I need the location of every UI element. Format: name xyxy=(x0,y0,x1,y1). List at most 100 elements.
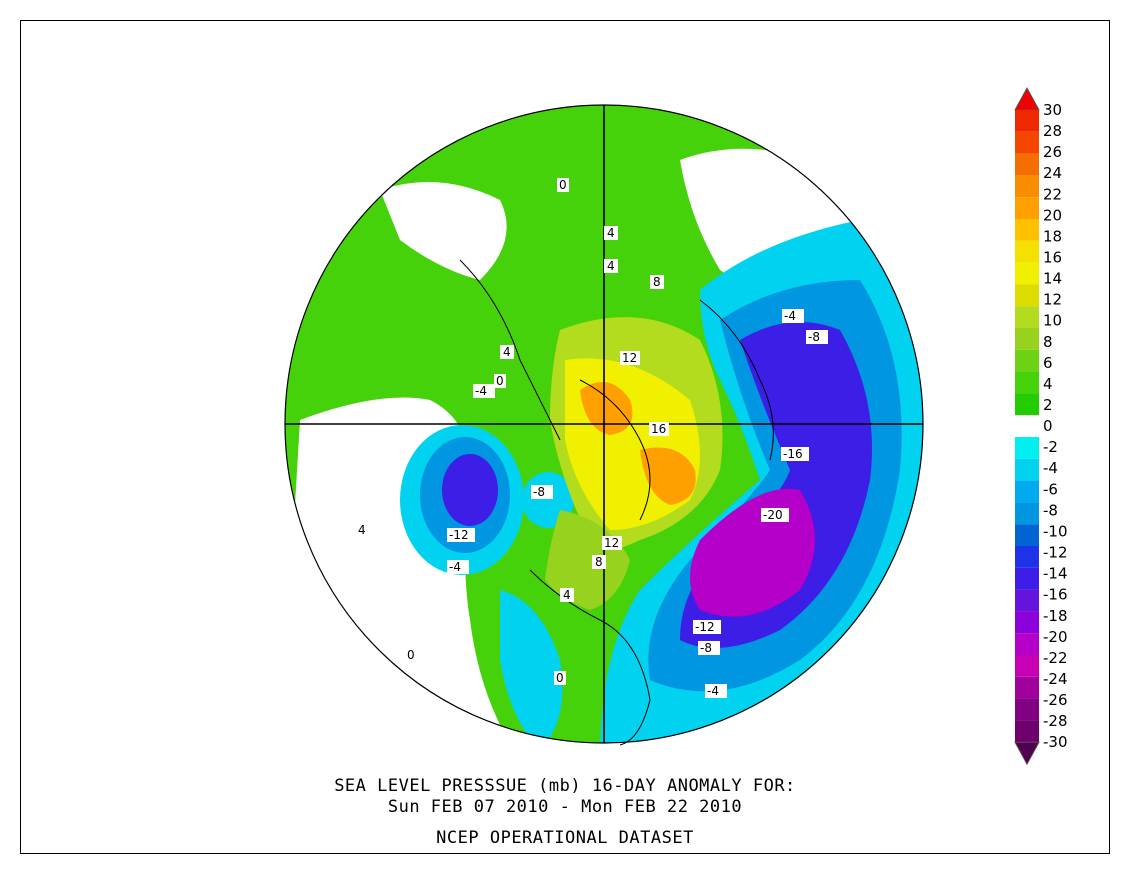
colorbar-tick-label: 14 xyxy=(1043,270,1062,288)
contour-label-text: 4 xyxy=(503,345,511,359)
colorbar-swatch xyxy=(1015,676,1039,699)
contour-label-text: -16 xyxy=(783,447,803,461)
colorbar-tick-label: -18 xyxy=(1043,607,1068,625)
colorbar-swatch xyxy=(1015,240,1039,263)
colorbar-swatch xyxy=(1015,524,1039,546)
contour-label: -12 xyxy=(693,620,721,634)
colorbar-tick-label: 24 xyxy=(1043,164,1062,182)
contour-label-text: 4 xyxy=(358,523,366,537)
colorbar-swatch xyxy=(1015,306,1039,328)
contour-label: 4 xyxy=(500,345,514,359)
contour-label: 12 xyxy=(620,351,640,365)
neutral-region-asia xyxy=(380,182,507,280)
colorbar-swatch xyxy=(1015,546,1039,568)
contour-label: 0 xyxy=(405,648,417,662)
contour-label-text: -4 xyxy=(784,309,796,323)
contour-label-text: -4 xyxy=(449,560,461,574)
contour-label-text: -4 xyxy=(707,684,719,698)
colorbar-swatch xyxy=(1015,175,1039,198)
contour-label: -8 xyxy=(698,641,720,655)
colorbar-swatch xyxy=(1015,633,1039,655)
colorbar-swatch xyxy=(1015,371,1039,394)
colorbar-swatch xyxy=(1015,328,1039,350)
colorbar-tick-label: -30 xyxy=(1043,733,1068,751)
contour-label-text: 8 xyxy=(595,555,603,569)
negative-region-west-us xyxy=(500,590,563,743)
colorbar-tick-label: 0 xyxy=(1043,417,1053,435)
colorbar-swatch xyxy=(1015,698,1039,721)
contour-label: 4 xyxy=(604,259,618,273)
positive-core-arctic-a xyxy=(580,382,633,435)
colorbar-tick-label: -14 xyxy=(1043,565,1068,583)
positive-region-canada xyxy=(545,510,630,610)
colorbar-tick-label: -4 xyxy=(1043,459,1058,477)
contour-label-text: -8 xyxy=(533,485,545,499)
colorbar-swatch xyxy=(1015,262,1039,285)
title-line-2: Sun FEB 07 2010 - Mon FEB 22 2010 xyxy=(387,797,743,817)
negative-core-pacific xyxy=(442,454,498,526)
contour-label-text: 0 xyxy=(556,671,564,685)
contour-label-text: 0 xyxy=(407,648,415,662)
contour-label: 0 xyxy=(557,178,569,192)
colorbar-tick-label: -10 xyxy=(1043,522,1068,540)
colorbar-tick-label: 12 xyxy=(1043,291,1062,309)
contour-label-text: 0 xyxy=(559,178,567,192)
contour-label: -4 xyxy=(782,309,804,323)
colorbar-swatch xyxy=(1015,219,1039,241)
contour-label: -12 xyxy=(447,528,475,542)
contour-label: -4 xyxy=(447,560,469,574)
contour-label: -20 xyxy=(761,508,789,522)
colorbar-swatch xyxy=(1015,502,1039,525)
coastline-europe xyxy=(699,299,774,461)
contour-label: -4 xyxy=(705,684,727,698)
contour-label-text: 8 xyxy=(653,275,661,289)
contour-label-text: -20 xyxy=(763,508,783,522)
colorbar-tick-label: 30 xyxy=(1043,101,1062,119)
colorbar-swatch xyxy=(1015,589,1039,612)
contour-label-text: -4 xyxy=(475,384,487,398)
contour-label-text: -8 xyxy=(808,330,820,344)
colorbar-tick-label: 20 xyxy=(1043,206,1062,224)
colorbar-tick-label: -22 xyxy=(1043,649,1068,667)
colorbar-tick-label: -8 xyxy=(1043,501,1058,519)
contour-label: 0 xyxy=(554,671,566,685)
contour-label-text: 4 xyxy=(607,259,615,273)
colorbar-swatch xyxy=(1015,110,1039,132)
colorbar-tick-label: -24 xyxy=(1043,670,1068,688)
contour-labels: 4 4 4 4 4 8 8 12 12 16 0 0 0 0 -4 -4 -4 … xyxy=(355,178,828,698)
colorbar-swatch xyxy=(1015,349,1039,372)
colorbar-swatch xyxy=(1015,197,1039,219)
colorbar-swatch xyxy=(1015,720,1039,743)
colorbar: 302826242220181614121086420-2-4-6-8-10-1… xyxy=(1014,86,1068,766)
contour-label-text: 4 xyxy=(607,226,615,240)
contour-label: -8 xyxy=(531,485,553,499)
colorbar-swatch xyxy=(1015,655,1039,677)
contour-label-text: 16 xyxy=(651,422,666,436)
contour-label-text: 12 xyxy=(604,536,619,550)
contour-label: 4 xyxy=(604,226,618,240)
colorbar-tick-label: 16 xyxy=(1043,249,1062,267)
colorbar-swatch xyxy=(1015,458,1039,481)
title-line-1: SEA LEVEL PRESSSUE (mb) 16-DAY ANOMALY F… xyxy=(334,776,796,796)
colorbar-tick-label: 22 xyxy=(1043,185,1062,203)
contour-label: 4 xyxy=(355,523,369,537)
colorbar-swatch xyxy=(1015,153,1039,176)
contour-label: -8 xyxy=(806,330,828,344)
colorbar-tick-label: 6 xyxy=(1043,354,1053,372)
colorbar-swatch xyxy=(1015,131,1039,154)
colorbar-tick-label: -2 xyxy=(1043,438,1058,456)
colorbar-tick-label: -20 xyxy=(1043,628,1068,646)
contour-label-text: -12 xyxy=(449,528,469,542)
colorbar-bottom-arrow xyxy=(1014,741,1040,766)
title-line-3: NCEP OPERATIONAL DATASET xyxy=(436,828,694,848)
colorbar-tick-label: 18 xyxy=(1043,227,1062,245)
colorbar-tick-label: -26 xyxy=(1043,691,1068,709)
contour-label: -16 xyxy=(781,447,809,461)
colorbar-swatch xyxy=(1015,415,1039,437)
coastline-asia xyxy=(459,259,561,441)
colorbar-tick-label: 26 xyxy=(1043,143,1062,161)
colorbar-swatch xyxy=(1015,437,1039,459)
colorbar-tick-label: 2 xyxy=(1043,396,1053,414)
colorbar-tick-label: 28 xyxy=(1043,122,1062,140)
